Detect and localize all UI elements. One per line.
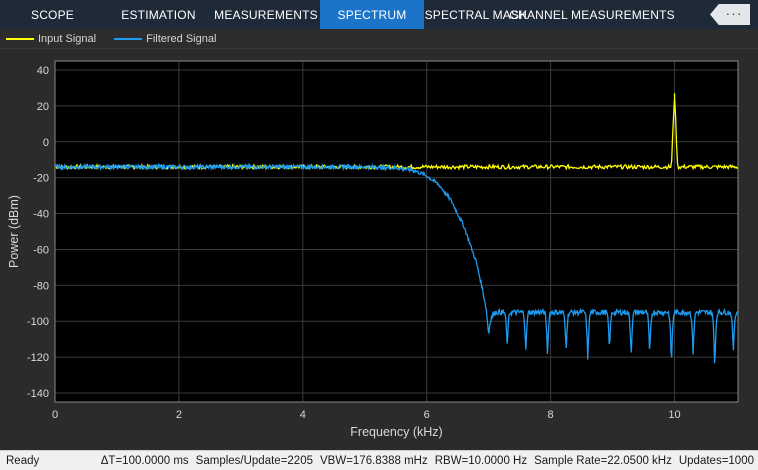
legend-label-filtered: Filtered Signal bbox=[146, 32, 217, 45]
status-vbw: VBW=176.8388 mHz bbox=[320, 454, 428, 467]
tab-measurements[interactable]: MEASUREMENTS bbox=[214, 7, 318, 22]
y-tick-label: -60 bbox=[33, 244, 49, 256]
y-tick-label: -40 bbox=[33, 209, 49, 221]
status-measurements: ΔT=100.0000 ms Samples/Update=2205 VBW=1… bbox=[101, 455, 758, 467]
legend-item-filtered-signal[interactable]: Filtered Signal bbox=[114, 33, 216, 45]
x-tick-label: 2 bbox=[176, 409, 182, 421]
more-dots-icon: ··· bbox=[725, 4, 743, 21]
tab-channel-measurements[interactable]: CHANNEL MEASUREMENTS bbox=[509, 7, 675, 22]
x-tick-label: 8 bbox=[548, 409, 554, 421]
y-tick-label: -80 bbox=[33, 280, 49, 292]
status-ready: Ready bbox=[6, 454, 40, 467]
tab-spectral-mask[interactable]: SPECTRAL MASK bbox=[424, 7, 528, 22]
y-tick-label: 20 bbox=[37, 101, 49, 113]
status-bar: Ready ΔT=100.0000 ms Samples/Update=2205… bbox=[0, 450, 758, 470]
plot-background bbox=[55, 61, 738, 402]
status-samples-update: Samples/Update=2205 bbox=[195, 454, 313, 467]
spectrum-chart[interactable]: 0 2 4 6 8 10 -140 -120 -100 -80 -60 -40 -20 0 20 40 Freq… bbox=[0, 49, 758, 450]
y-tick-label: 40 bbox=[37, 65, 49, 77]
plot-area[interactable]: 0 2 4 6 8 10 -140 -120 -100 -80 -60 -40 -20 0 20 40 Freq… bbox=[0, 49, 758, 450]
status-sample-rate: Sample Rate=22.0500 kHz bbox=[534, 454, 672, 467]
legend-swatch-filtered bbox=[114, 37, 143, 40]
legend-label-input: Input Signal bbox=[38, 32, 97, 45]
tab-spectrum[interactable]: SPECTRUM bbox=[320, 0, 424, 29]
series-filtered-signal-line bbox=[54, 162, 739, 364]
status-rbw: RBW=10.0000 Hz bbox=[434, 454, 528, 467]
x-tick-label: 10 bbox=[668, 409, 680, 421]
status-delta-t: ΔT=100.0000 ms bbox=[100, 454, 189, 467]
collapse-toolstrip-button[interactable]: ··· bbox=[710, 4, 750, 25]
plot-frame bbox=[54, 60, 739, 403]
legend: Input Signal Filtered Signal bbox=[0, 29, 758, 49]
legend-item-input-signal[interactable]: Input Signal bbox=[6, 33, 96, 45]
x-axis-label: Frequency (kHz) bbox=[350, 425, 442, 439]
y-tick-label: -140 bbox=[27, 388, 49, 400]
y-tick-label: -120 bbox=[27, 352, 49, 364]
toolstrip-tabs: SCOPE ESTIMATION MEASUREMENTS SPECTRUM S… bbox=[0, 0, 758, 29]
tab-estimation[interactable]: ESTIMATION bbox=[121, 7, 196, 22]
x-tick-label: 0 bbox=[52, 409, 58, 421]
status-updates: Updates=1000 bbox=[678, 454, 754, 467]
tab-scope[interactable]: SCOPE bbox=[30, 7, 74, 22]
y-axis-label: Power (dBm) bbox=[7, 195, 21, 268]
legend-swatch-input bbox=[6, 37, 34, 40]
y-tick-label: 0 bbox=[43, 137, 49, 149]
y-tick-label: -20 bbox=[33, 173, 49, 185]
x-tick-label: 4 bbox=[300, 409, 306, 421]
x-tick-label: 6 bbox=[424, 409, 430, 421]
y-tick-label: -100 bbox=[27, 316, 49, 328]
